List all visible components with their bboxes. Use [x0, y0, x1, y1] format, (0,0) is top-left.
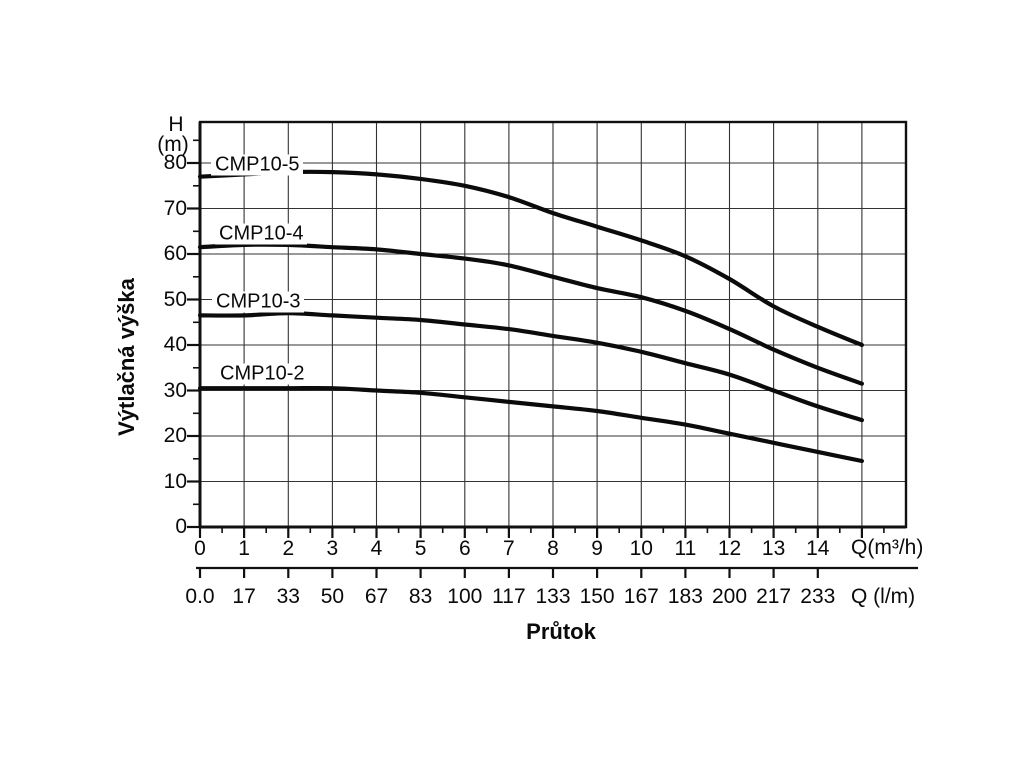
x-tick-label-m3h: 11 — [674, 537, 697, 560]
curve-label-cmp10-2: CMP10-2 — [216, 363, 309, 385]
y-tick-label: 0 — [175, 515, 187, 538]
x-tick-label-lm: 100 — [447, 585, 483, 608]
x-tick-label-lm: 133 — [535, 585, 571, 608]
x-tick-label-m3h: 4 — [370, 537, 383, 560]
x-tick-label-lm: 17 — [232, 585, 256, 608]
x-tick-label-m3h: 1 — [238, 537, 250, 560]
y-tick-label: 20 — [163, 424, 187, 447]
x-tick-label-m3h: 7 — [503, 537, 515, 560]
x-tick-label-lm: 183 — [667, 585, 703, 608]
x-tick-label-m3h: 5 — [414, 537, 427, 560]
y-tick-label: 40 — [163, 333, 187, 356]
x-tick-label-lm: 117 — [492, 585, 526, 608]
y-tick-label: 10 — [163, 469, 187, 493]
x-tick-label-lm: 233 — [800, 585, 836, 608]
x-axis-title: Průtok — [526, 619, 596, 644]
y-axis-symbol: H — [168, 113, 184, 136]
x-tick-label-m3h: 8 — [547, 537, 559, 560]
curve-label-cmp10-4: CMP10-4 — [215, 223, 308, 245]
x-tick-label-lm: 50 — [320, 585, 345, 608]
x-tick-label-lm: 200 — [711, 585, 748, 608]
y-axis-unit: (m) — [157, 133, 189, 156]
curve-cmp10-5 — [197, 169, 864, 348]
x-tick-label-lm: 0.0 — [185, 585, 215, 608]
curve-cmp10-4 — [197, 242, 864, 386]
x-tick-label-lm: 167 — [623, 585, 659, 608]
x-tick-label-m3h: 3 — [326, 537, 339, 560]
y-tick-label: 80 — [163, 151, 187, 174]
curve-label-cmp10-3: CMP10-3 — [212, 291, 305, 313]
x-tick-label-m3h: 10 — [629, 537, 653, 560]
y-tick-label: 50 — [163, 287, 187, 311]
x-tick-label-m3h: 14 — [806, 537, 830, 560]
curve-cmp10-2 — [197, 385, 864, 464]
curve-label-cmp10-5: CMP10-5 — [211, 154, 304, 176]
x-tick-label-lm: 83 — [408, 585, 433, 608]
x-tick-label-m3h: 0 — [194, 537, 206, 560]
curve-cmp10-3 — [197, 311, 864, 423]
x-axis-primary-unit: Q(m³/h) — [851, 536, 924, 559]
x-tick-label-lm: 33 — [276, 585, 300, 608]
x-tick-label-lm: 150 — [579, 585, 615, 608]
x-tick-label-m3h: 12 — [717, 537, 742, 560]
x-tick-label-lm: 217 — [756, 585, 792, 608]
x-tick-label-m3h: 2 — [282, 537, 295, 560]
x-tick-label-m3h: 9 — [591, 537, 603, 560]
x-tick-label-lm: 67 — [364, 585, 389, 608]
x-axis-secondary-unit: Q (l/m) — [851, 585, 916, 608]
y-tick-label: 60 — [163, 242, 187, 265]
x-tick-label-m3h: 13 — [761, 537, 786, 560]
y-tick-label: 30 — [163, 378, 187, 402]
x-tick-label-m3h: 6 — [458, 537, 471, 560]
y-tick-label: 70 — [163, 196, 187, 220]
